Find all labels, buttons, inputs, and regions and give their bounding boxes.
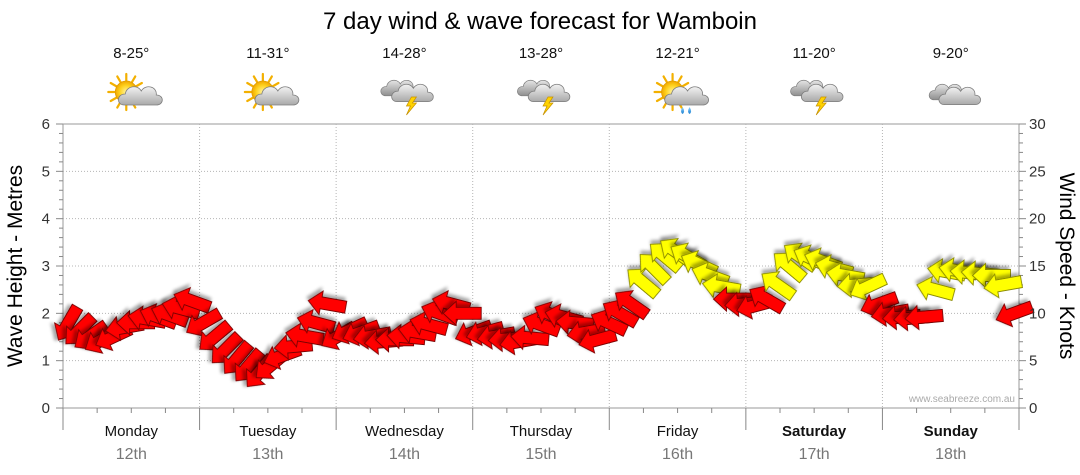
day-name-label: Saturday [782,423,847,440]
day-name-label: Thursday [510,423,573,440]
right-tick-label: 0 [1029,400,1037,417]
wind-arrow [307,290,348,316]
wind-arrow [173,286,213,314]
left-tick-label: 4 [42,211,50,228]
wind-arrow [983,273,1023,299]
wind-arrow [904,304,944,331]
left-tick-label: 5 [42,163,50,180]
left-tick-label: 0 [42,400,50,417]
plot-area [53,123,1035,430]
day-date-label: 15th [525,446,556,463]
wind-arrow [701,273,742,299]
day-name-label: Friday [657,423,699,440]
temperature-label: 11-20° [793,45,836,62]
day-name-label: Wednesday [365,423,444,440]
wind-arrow [916,275,956,301]
left-axis-ticks: 0 1 2 3 4 5 6 [42,116,50,417]
temperature-label: 13-28° [519,45,563,62]
temperature-label: 8-25° [113,45,149,62]
left-tick-label: 6 [42,116,50,133]
day-labels: Monday 12th Tuesday 13th Wednesday 14th Thursd… [105,423,979,463]
right-tick-label: 5 [1029,353,1037,370]
wind-arrow [995,300,1035,328]
right-tick-label: 25 [1029,163,1046,180]
sun-rain-icon [653,72,709,114]
right-tick-label: 10 [1029,305,1046,322]
wind-arrow [849,272,888,301]
right-axis-ticks: 0 5 10 15 20 25 30 [1029,116,1046,417]
wind-arrow [639,253,672,287]
day-date-label: 14th [389,446,420,463]
day-name-label: Sunday [924,423,979,440]
day-date-label: 12th [116,446,147,463]
wind-arrow [590,308,629,337]
right-tick-label: 20 [1029,211,1046,228]
temperature-label: 12-21° [655,45,699,62]
left-tick-label: 1 [42,353,50,370]
weather-row: 8-25° 11-31° 14-28° 13-28° 12-21° 11-20° 9-20° [107,45,981,116]
storm-icon [790,79,844,116]
temperature-label: 11-31° [246,45,289,62]
credit-text: www.seabreeze.com.au [908,394,1015,405]
right-tick-label: 15 [1029,258,1046,275]
storm-icon [517,79,571,116]
left-tick-label: 3 [42,258,50,275]
wind-arrow [296,308,337,335]
wind-arrow [773,252,808,284]
day-name-label: Tuesday [239,423,296,440]
wind-arrow [761,271,798,302]
wind-arrow [627,268,662,300]
temperature-label: 9-20° [933,45,969,62]
storm-icon [380,79,434,116]
day-date-label: 16th [662,446,693,463]
chart-title: 7 day wind & wave forecast for Wamboin [323,8,757,35]
wind-arrow [510,324,550,351]
right-tick-label: 30 [1029,116,1046,133]
sun-cloud-icon [243,72,300,112]
day-date-label: 13th [252,446,283,463]
temperature-label: 14-28° [382,45,426,62]
right-axis-label: Wind Speed - Knots [1055,173,1078,360]
day-date-label: 17th [799,446,830,463]
wind-arrow [186,307,224,337]
cloud-icon [928,83,981,105]
wind-arrow [442,300,482,327]
wind-arrows [53,237,1035,388]
wind-arrow [409,310,449,336]
sun-cloud-icon [107,72,163,112]
day-name-label: Monday [105,423,159,440]
wind-arrow [749,285,787,315]
wind-arrow [602,299,640,329]
left-tick-label: 2 [42,305,50,322]
wind-arrow [614,290,651,321]
day-date-label: 18th [935,446,966,463]
wind-arrow [285,322,325,348]
left-axis-label: Wave Height - Metres [4,165,27,367]
minor-ticks [56,123,1026,430]
